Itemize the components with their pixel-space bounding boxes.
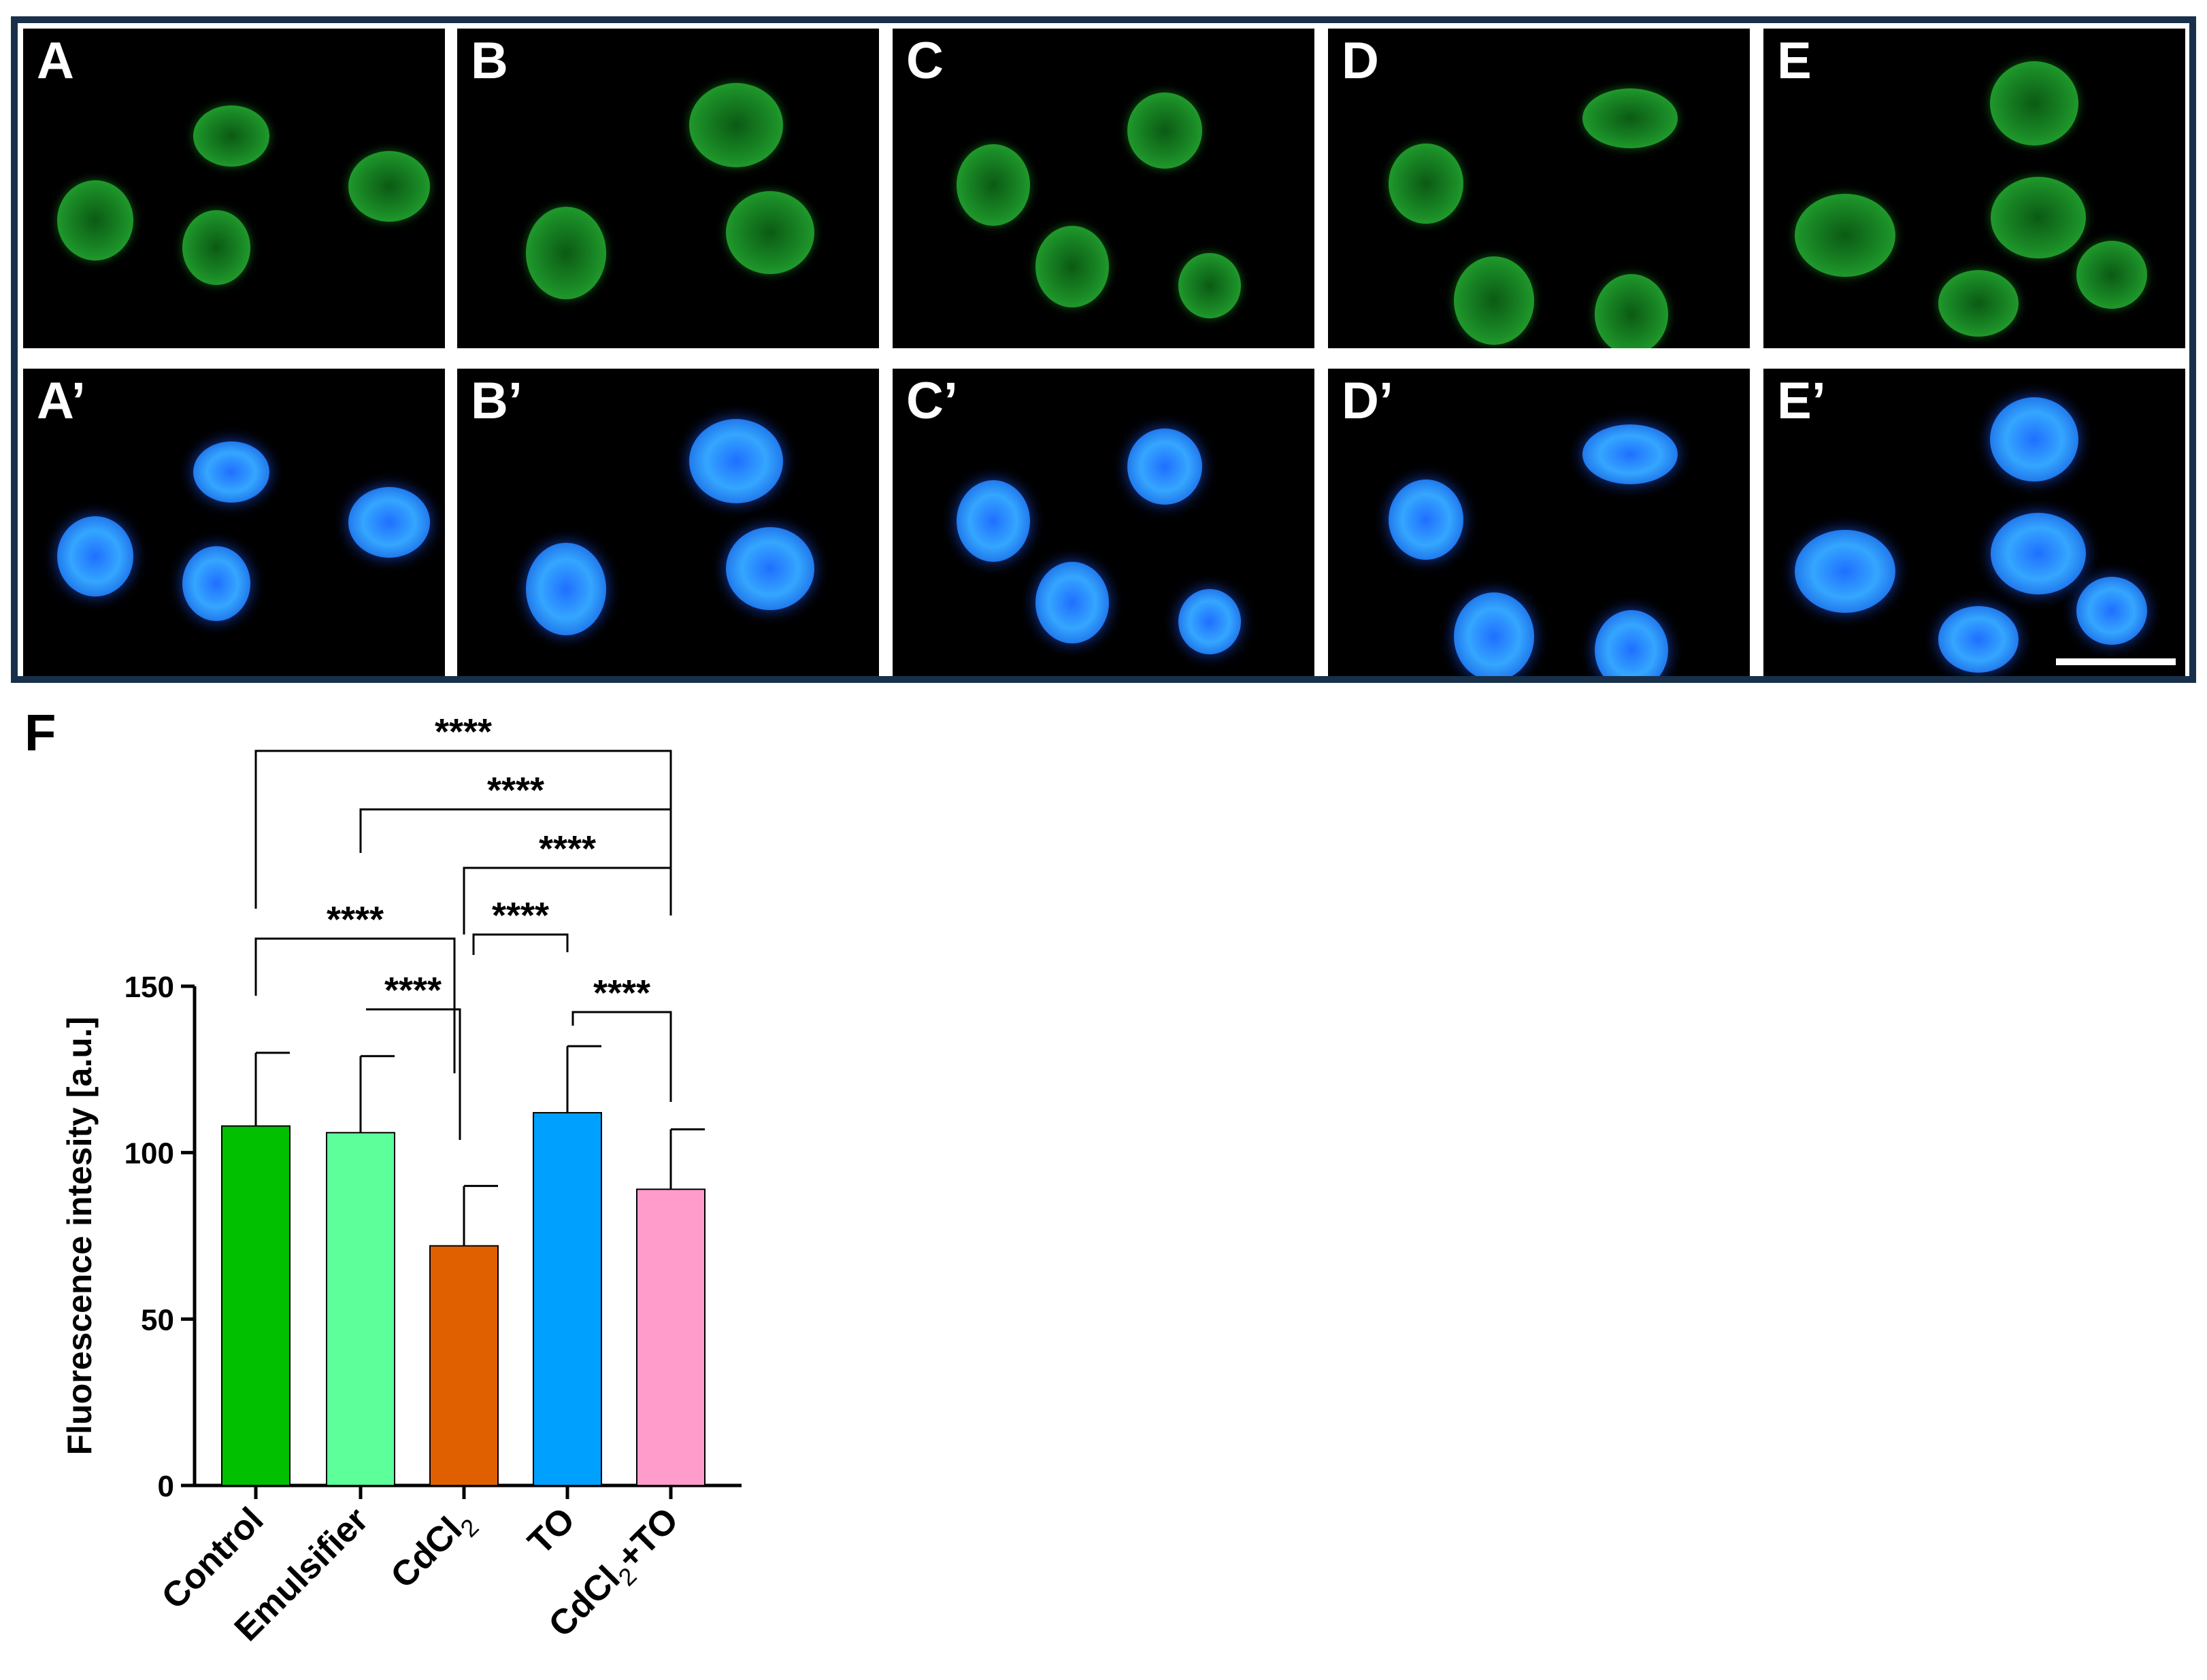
x-tick-label-base: TO	[520, 1500, 582, 1562]
bar	[533, 1111, 602, 1486]
cell-nucleus	[1178, 253, 1241, 318]
cell-nucleus	[2076, 241, 2147, 309]
significance-stars: ****	[487, 770, 544, 811]
micrograph-tile-green: D	[1328, 29, 1750, 348]
significance-stars: ****	[435, 711, 492, 752]
micrograph-tile-blue: A’	[23, 369, 445, 676]
panel-label: D	[1342, 32, 1379, 90]
significance-bracket	[463, 867, 672, 935]
micrograph-tile-green: A	[23, 29, 445, 348]
cell-nucleus	[689, 419, 783, 503]
micrograph-panel-grid: A B C D E A’ B’ C’ D’ E’	[11, 16, 2196, 683]
cell-nucleus	[1127, 429, 1202, 505]
cell-nucleus	[1991, 513, 2086, 594]
micrograph-tile-green: E	[1763, 29, 2185, 348]
y-axis-label: Fluorescence intesity [a.u.]	[61, 1017, 99, 1456]
panel-label: A’	[37, 372, 86, 430]
cell-nucleus	[182, 210, 250, 285]
cell-nucleus	[182, 546, 250, 621]
bar	[221, 1125, 291, 1486]
significance-stars: ****	[384, 970, 442, 1011]
panel-label: C	[906, 32, 944, 90]
micrograph-tile-blue: D’	[1328, 369, 1750, 676]
cell-nucleus	[1938, 270, 2019, 337]
significance-bracket	[472, 933, 569, 955]
x-tick-label: TO	[520, 1500, 582, 1562]
cell-nucleus	[689, 83, 783, 167]
significance-stars: ****	[492, 895, 549, 936]
cell-nucleus	[526, 207, 606, 299]
cell-nucleus	[1389, 480, 1463, 560]
panel-label: C’	[906, 372, 958, 430]
cell-nucleus	[1389, 144, 1463, 224]
significance-bracket	[571, 1011, 672, 1102]
scale-bar	[2056, 658, 2176, 665]
y-tick-label: 50	[141, 1303, 174, 1337]
panel-label: E’	[1777, 372, 1826, 430]
panel-label: E	[1777, 32, 1812, 90]
cell-nucleus	[348, 151, 430, 222]
significance-bracket	[254, 937, 456, 1073]
significance-stars: ****	[327, 899, 384, 940]
cell-nucleus	[57, 516, 133, 597]
cell-nucleus	[1582, 88, 1678, 148]
cell-nucleus	[726, 191, 814, 274]
cell-nucleus	[957, 480, 1030, 562]
cell-nucleus	[957, 144, 1030, 226]
panel-label: B	[471, 32, 508, 90]
micrograph-tile-blue: B’	[457, 369, 879, 676]
cell-nucleus	[1454, 256, 1534, 345]
panel-label: D’	[1342, 372, 1393, 430]
panel-label-f: F	[24, 704, 56, 762]
cell-nucleus	[526, 543, 606, 635]
cell-nucleus	[1454, 592, 1534, 676]
cell-nucleus	[57, 180, 133, 261]
significance-stars: ****	[593, 973, 650, 1013]
micrograph-tile-blue: E’	[1763, 369, 2185, 676]
panel-label: A	[37, 32, 74, 90]
cell-nucleus	[2076, 577, 2147, 645]
cell-nucleus	[193, 105, 269, 167]
x-tick-label: CdCl2	[384, 1500, 484, 1600]
cell-nucleus	[1035, 226, 1109, 307]
significance-stars: ****	[539, 828, 596, 869]
panel-label: B’	[471, 372, 522, 430]
micrograph-tile-blue: C’	[893, 369, 1314, 676]
cell-nucleus	[348, 487, 430, 558]
significance-bracket	[366, 1008, 461, 1140]
y-tick-label: 150	[125, 971, 174, 1004]
cell-nucleus	[726, 527, 814, 610]
cell-nucleus	[1938, 606, 2019, 673]
cell-nucleus	[1991, 177, 2086, 258]
cell-nucleus	[1582, 424, 1678, 484]
micrograph-tile-green: C	[893, 29, 1314, 348]
cell-nucleus	[1990, 61, 2078, 146]
significance-bracket	[359, 808, 672, 915]
bar	[636, 1188, 706, 1486]
cell-nucleus	[1035, 562, 1109, 643]
bar	[429, 1245, 499, 1487]
cell-nucleus	[1795, 194, 1895, 277]
cell-nucleus	[1795, 530, 1895, 613]
y-tick-label: 100	[125, 1137, 174, 1171]
cell-nucleus	[1595, 610, 1668, 676]
y-tick-label: 0	[158, 1470, 174, 1503]
bar	[326, 1132, 395, 1486]
micrograph-tile-green: B	[457, 29, 879, 348]
cell-nucleus	[1127, 93, 1202, 169]
cell-nucleus	[1990, 397, 2078, 482]
cell-nucleus	[1178, 589, 1241, 654]
cell-nucleus	[193, 441, 269, 503]
cell-nucleus	[1595, 274, 1668, 348]
